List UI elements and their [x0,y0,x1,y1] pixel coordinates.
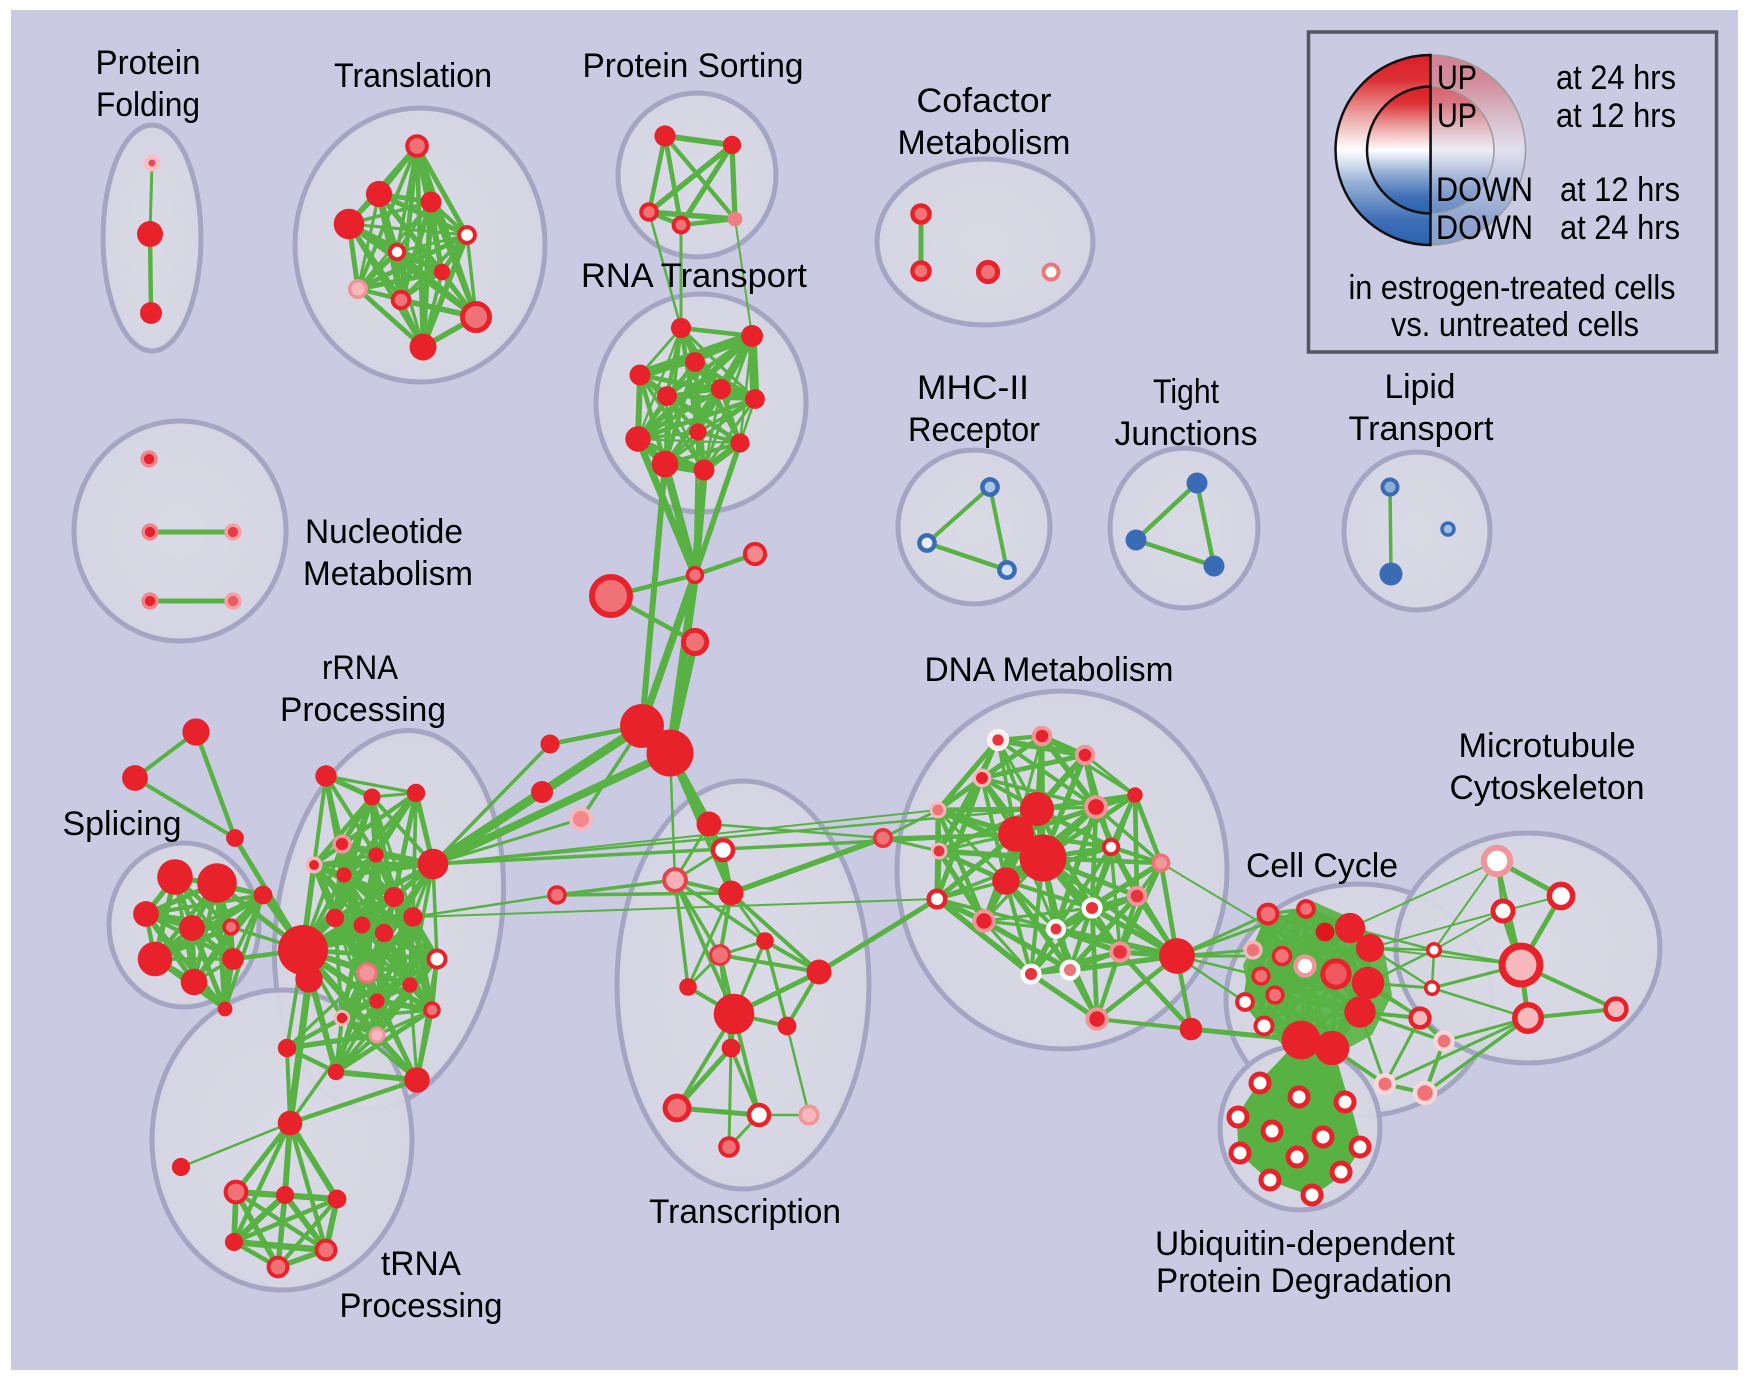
svg-text:Protein Degradation: Protein Degradation [1156,1262,1452,1300]
svg-text:Junctions: Junctions [1115,415,1258,453]
svg-text:Lipid: Lipid [1385,368,1456,406]
svg-text:Splicing: Splicing [63,805,182,843]
svg-text:DOWN: DOWN [1436,171,1533,209]
svg-text:Protein: Protein [96,44,201,82]
svg-text:Processing: Processing [340,1287,503,1325]
svg-text:Cytoskeleton: Cytoskeleton [1450,769,1645,807]
svg-text:Ubiquitin-dependent: Ubiquitin-dependent [1155,1225,1456,1263]
svg-text:UP: UP [1437,97,1477,135]
svg-text:RNA Transport: RNA Transport [581,257,808,295]
svg-text:Transcription: Transcription [649,1193,841,1231]
svg-text:Nucleotide: Nucleotide [305,513,463,551]
svg-text:Microtubule: Microtubule [1459,727,1636,765]
svg-text:Folding: Folding [96,86,200,124]
svg-text:rRNA: rRNA [322,649,398,687]
svg-text:Metabolism: Metabolism [898,124,1071,162]
svg-text:MHC-II: MHC-II [917,369,1029,407]
svg-text:Processing: Processing [280,691,446,729]
svg-text:at 24 hrs: at 24 hrs [1560,209,1680,247]
svg-text:vs. untreated cells: vs. untreated cells [1391,306,1639,344]
svg-text:Cofactor: Cofactor [917,82,1052,120]
svg-text:in estrogen-treated cells: in estrogen-treated cells [1349,269,1676,307]
svg-text:Translation: Translation [334,57,492,95]
svg-text:Tight: Tight [1153,373,1219,411]
svg-text:UP: UP [1437,59,1477,97]
svg-text:at 12 hrs: at 12 hrs [1556,97,1676,135]
svg-text:Protein Sorting: Protein Sorting [583,47,804,85]
svg-text:Metabolism: Metabolism [303,555,473,593]
svg-text:tRNA: tRNA [381,1245,461,1283]
svg-text:Cell Cycle: Cell Cycle [1246,847,1398,885]
svg-text:at 12 hrs: at 12 hrs [1560,171,1680,209]
svg-text:Receptor: Receptor [908,411,1040,449]
svg-text:DOWN: DOWN [1436,209,1533,247]
svg-text:Transport: Transport [1349,410,1495,448]
svg-text:at 24 hrs: at 24 hrs [1556,59,1676,97]
svg-text:DNA Metabolism: DNA Metabolism [925,651,1174,689]
